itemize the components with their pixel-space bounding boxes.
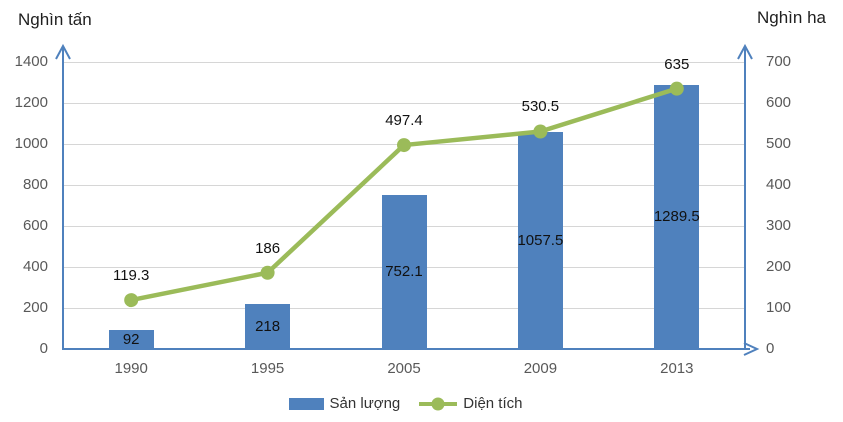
legend-item-production: Sản lượng bbox=[288, 395, 401, 412]
line-value-label: 635 bbox=[664, 55, 690, 73]
x-axis-label: 2009 bbox=[523, 360, 558, 377]
left-axis-tick-label: 400 bbox=[22, 258, 48, 275]
left-axis-tick-label: 600 bbox=[22, 217, 48, 234]
right-axis-tick-label: 300 bbox=[766, 217, 792, 234]
right-axis-title: Nghìn ha bbox=[757, 8, 826, 27]
legend-label-area: Diện tích bbox=[463, 395, 523, 412]
x-axis-label: 2005 bbox=[387, 360, 421, 377]
gridline bbox=[63, 144, 745, 145]
legend-item-area: Diện tích bbox=[419, 395, 522, 412]
left-axis-tick-label: 0 bbox=[39, 340, 48, 357]
right-axis-tick-label: 200 bbox=[766, 258, 792, 275]
line-series-marker-icon bbox=[431, 397, 445, 410]
left-axis-tick-label: 1400 bbox=[14, 53, 48, 70]
x-axis-arrow bbox=[743, 342, 760, 356]
legend-label-production: Sản lượng bbox=[329, 395, 401, 412]
left-axis-arrow bbox=[55, 43, 71, 60]
bar-value-label: 92 bbox=[122, 330, 140, 348]
left-axis-tick-label: 1000 bbox=[14, 135, 48, 152]
right-axis-tick-label: 600 bbox=[766, 94, 792, 111]
x-axis-label: 1990 bbox=[114, 360, 148, 377]
right-axis-tick-label: 500 bbox=[766, 135, 792, 152]
bar-series-swatch bbox=[288, 397, 324, 410]
gridline bbox=[63, 185, 745, 186]
left-axis-tick-label: 1200 bbox=[14, 94, 48, 111]
bar-value-label: 1289.5 bbox=[653, 207, 700, 225]
right-axis-arrow bbox=[737, 43, 753, 60]
left-axis-tick-label: 800 bbox=[22, 176, 48, 193]
line-value-label: 119.3 bbox=[112, 267, 150, 285]
x-axis-label: 1995 bbox=[250, 360, 285, 377]
gridline bbox=[63, 62, 745, 63]
x-axis-label: 2013 bbox=[660, 360, 694, 377]
line-value-label: 186 bbox=[255, 239, 281, 257]
bar-value-label: 1057.5 bbox=[517, 231, 564, 249]
bar-1995 bbox=[245, 304, 291, 349]
line-value-label: 497.4 bbox=[385, 112, 423, 130]
line-point-marker bbox=[397, 138, 411, 153]
gridline bbox=[63, 103, 745, 104]
right-axis-tick-label: 0 bbox=[766, 340, 775, 357]
right-axis-tick-label: 100 bbox=[766, 299, 792, 316]
bar-value-label: 218 bbox=[255, 317, 281, 335]
bar-value-label: 752.1 bbox=[385, 262, 423, 280]
bar-1990 bbox=[108, 330, 154, 349]
right-axis-tick-label: 400 bbox=[766, 176, 792, 193]
line-point-marker bbox=[124, 293, 139, 308]
line-value-label: 530.5 bbox=[521, 98, 560, 116]
left-axis-tick-label: 200 bbox=[22, 299, 48, 316]
line-series-swatch bbox=[419, 397, 458, 410]
left-axis-title: Nghìn tấn bbox=[18, 10, 92, 29]
chart-legend: Sản lượng Diện tích bbox=[0, 395, 843, 412]
right-axis-tick-label: 700 bbox=[766, 53, 792, 70]
